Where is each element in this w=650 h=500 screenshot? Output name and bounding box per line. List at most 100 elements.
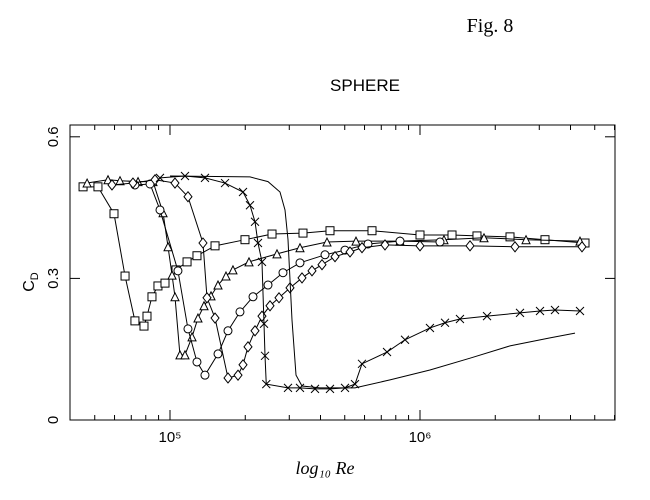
marker-square bbox=[130, 316, 140, 326]
y-axis-label-main: C bbox=[21, 280, 38, 292]
marker-square bbox=[325, 226, 335, 236]
x-tick-label: 10⁵ bbox=[159, 429, 182, 446]
marker-triangle bbox=[272, 248, 282, 259]
marker-diamond bbox=[250, 324, 260, 337]
marker-diamond bbox=[465, 240, 475, 252]
y-tick-label: 0.6 bbox=[45, 126, 62, 147]
marker-cross bbox=[357, 359, 367, 369]
marker-cross bbox=[257, 257, 267, 267]
marker-cross bbox=[400, 335, 410, 345]
marker-diamond bbox=[297, 272, 307, 284]
marker-cross bbox=[238, 187, 248, 197]
marker-circle bbox=[395, 236, 405, 246]
marker-cross bbox=[245, 200, 255, 210]
marker-diamond bbox=[183, 190, 193, 203]
marker-triangle bbox=[322, 236, 332, 247]
marker-triangle bbox=[167, 269, 177, 280]
marker-triangle bbox=[82, 177, 92, 188]
marker-square bbox=[139, 321, 149, 331]
marker-circle bbox=[435, 237, 445, 247]
marker-diamond bbox=[238, 358, 248, 371]
series-line bbox=[111, 179, 582, 379]
marker-circle bbox=[200, 370, 210, 380]
marker-diamond bbox=[510, 240, 520, 253]
marker-triangle bbox=[244, 256, 254, 267]
marker-circle bbox=[263, 280, 273, 290]
marker-square bbox=[93, 182, 103, 192]
x-tick-label: 10⁶ bbox=[409, 429, 432, 446]
marker-diamond bbox=[198, 237, 208, 249]
marker-square bbox=[447, 230, 457, 240]
marker-square bbox=[192, 251, 202, 261]
marker-triangle bbox=[521, 234, 531, 245]
marker-diamond bbox=[210, 312, 220, 324]
marker-diamond bbox=[170, 177, 180, 189]
marker-diamond bbox=[380, 239, 390, 251]
marker-cross bbox=[200, 173, 210, 183]
marker-circle bbox=[173, 266, 183, 276]
marker-diamond bbox=[307, 265, 317, 277]
marker-diamond bbox=[317, 258, 327, 271]
marker-triangle bbox=[221, 270, 231, 281]
marker-cross bbox=[261, 379, 271, 389]
y-tick-label: 0.3 bbox=[45, 268, 62, 289]
marker-diamond bbox=[274, 291, 284, 304]
marker-square bbox=[267, 229, 277, 239]
marker-triangle bbox=[199, 300, 209, 311]
marker-cross bbox=[440, 318, 450, 328]
marker-diamond bbox=[577, 240, 587, 253]
marker-circle bbox=[183, 324, 193, 334]
marker-cross bbox=[259, 319, 269, 329]
y-tick-label: 0 bbox=[45, 416, 62, 424]
marker-circle bbox=[192, 357, 202, 367]
marker-cross bbox=[220, 178, 230, 188]
marker-circle bbox=[235, 307, 245, 317]
marker-square bbox=[109, 209, 119, 219]
marker-cross bbox=[550, 305, 560, 315]
marker-diamond bbox=[345, 246, 355, 258]
marker-square bbox=[240, 235, 250, 245]
marker-cross bbox=[310, 384, 320, 394]
y-axis-label-sub: D bbox=[29, 272, 41, 280]
marker-circle bbox=[295, 258, 305, 268]
marker-cross bbox=[250, 217, 260, 227]
marker-circle bbox=[213, 349, 223, 359]
marker-triangle bbox=[180, 349, 190, 360]
marker-square bbox=[505, 232, 515, 242]
figure-annotation: Fig. 8 bbox=[467, 15, 514, 37]
marker-square bbox=[120, 271, 130, 281]
marker-cross bbox=[253, 238, 263, 248]
series-line bbox=[134, 183, 440, 377]
marker-diamond bbox=[265, 299, 275, 312]
marker-triangle bbox=[193, 312, 203, 323]
marker-cross bbox=[382, 347, 392, 357]
marker-diamond bbox=[243, 341, 253, 353]
marker-square bbox=[160, 278, 170, 288]
marker-cross bbox=[482, 311, 492, 321]
marker-cross bbox=[515, 308, 525, 318]
marker-square bbox=[210, 241, 220, 251]
marker-square bbox=[415, 230, 425, 240]
marker-cross bbox=[155, 173, 165, 183]
marker-cross bbox=[260, 351, 270, 361]
marker-square bbox=[298, 228, 308, 238]
plot-frame bbox=[69, 124, 616, 421]
marker-square bbox=[472, 231, 482, 241]
marker-diamond bbox=[223, 372, 233, 384]
marker-diamond bbox=[202, 291, 212, 304]
marker-cross bbox=[283, 383, 293, 393]
marker-circle bbox=[320, 250, 330, 260]
marker-circle bbox=[363, 239, 373, 249]
marker-cross bbox=[535, 306, 545, 316]
marker-diamond bbox=[357, 241, 367, 254]
marker-diamond bbox=[330, 250, 340, 263]
marker-cross bbox=[575, 306, 585, 316]
marker-diamond bbox=[150, 173, 160, 186]
marker-triangle bbox=[479, 232, 489, 243]
marker-square bbox=[147, 292, 157, 302]
marker-diamond bbox=[233, 369, 243, 381]
marker-diamond bbox=[107, 179, 117, 191]
marker-circle bbox=[223, 326, 233, 336]
